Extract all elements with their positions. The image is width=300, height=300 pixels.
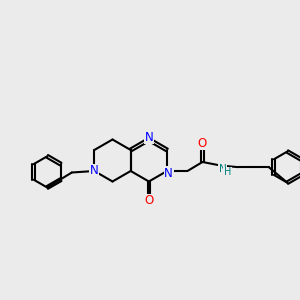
Text: N: N [219, 164, 226, 174]
Text: H: H [224, 167, 231, 177]
Text: O: O [144, 194, 154, 208]
Text: N: N [145, 130, 153, 144]
Text: N: N [90, 164, 99, 178]
Text: O: O [198, 137, 207, 150]
Text: N: N [164, 167, 173, 180]
